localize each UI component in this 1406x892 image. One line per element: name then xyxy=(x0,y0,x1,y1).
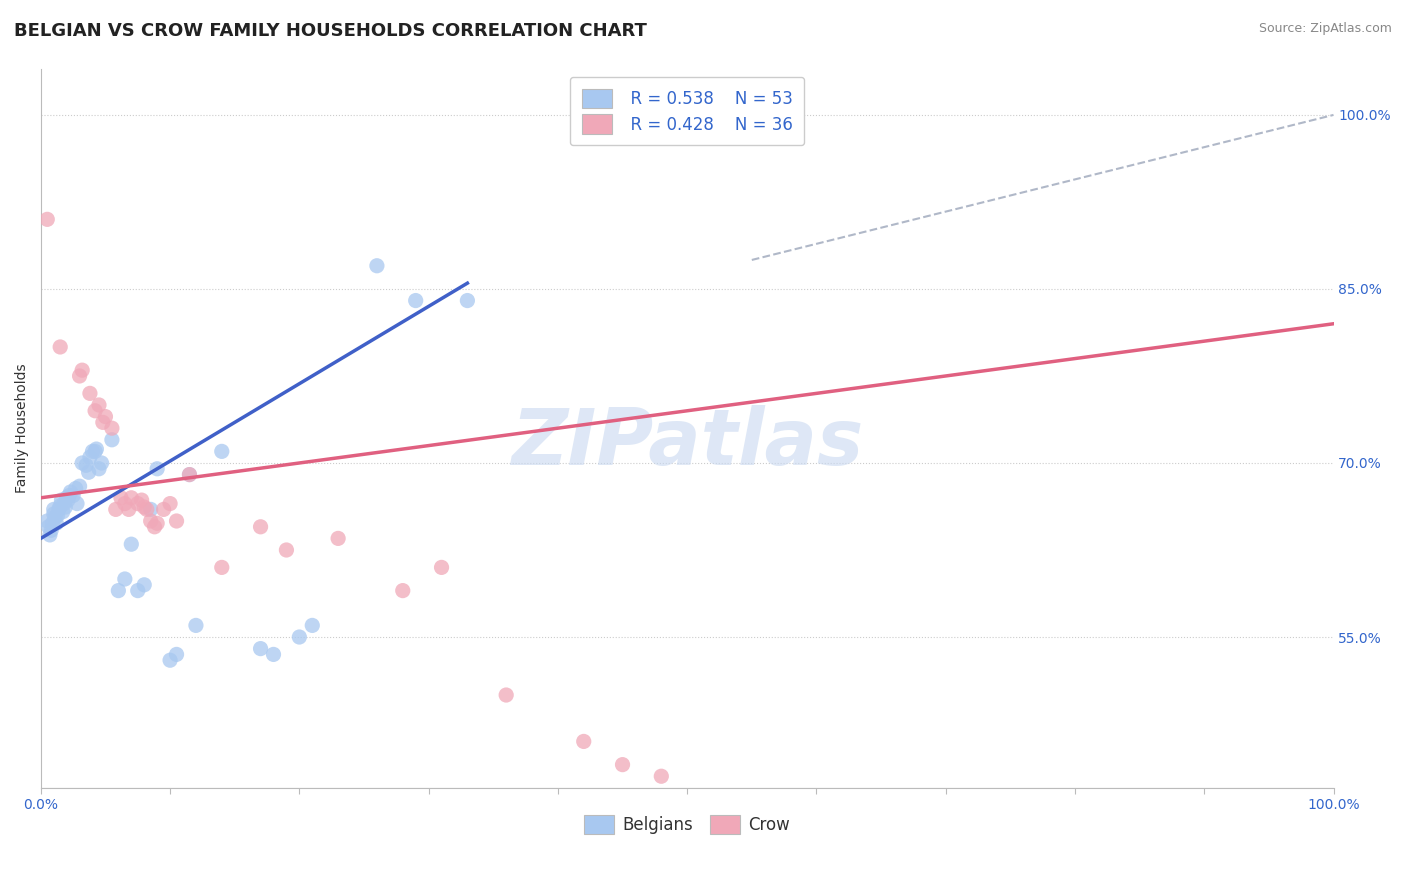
Point xyxy=(114,572,136,586)
Point xyxy=(42,507,65,521)
Point xyxy=(211,444,233,458)
Point xyxy=(118,502,141,516)
Point xyxy=(70,456,93,470)
Point xyxy=(110,491,132,505)
Point xyxy=(49,340,72,354)
Point xyxy=(143,520,166,534)
Point xyxy=(45,516,67,531)
Point xyxy=(120,491,142,505)
Text: ZIPatlas: ZIPatlas xyxy=(510,405,863,481)
Y-axis label: Family Households: Family Households xyxy=(15,363,30,493)
Point xyxy=(70,363,93,377)
Point xyxy=(86,442,108,456)
Point xyxy=(104,502,127,516)
Point xyxy=(66,497,89,511)
Point xyxy=(44,510,66,524)
Point xyxy=(134,578,156,592)
Point xyxy=(37,514,59,528)
Point xyxy=(114,497,136,511)
Point xyxy=(48,502,70,516)
Point xyxy=(51,493,73,508)
Point xyxy=(49,499,72,513)
Point xyxy=(135,502,157,516)
Point xyxy=(179,467,201,482)
Point xyxy=(79,386,101,401)
Point xyxy=(101,421,124,435)
Point xyxy=(211,560,233,574)
Point xyxy=(75,458,97,473)
Point xyxy=(84,404,107,418)
Point xyxy=(52,505,75,519)
Legend: Belgians, Crow: Belgians, Crow xyxy=(574,805,800,844)
Point xyxy=(366,259,388,273)
Point xyxy=(53,500,76,514)
Point xyxy=(263,648,285,662)
Point xyxy=(90,456,112,470)
Point xyxy=(39,523,62,537)
Point xyxy=(456,293,478,308)
Text: Source: ZipAtlas.com: Source: ZipAtlas.com xyxy=(1258,22,1392,36)
Point xyxy=(94,409,117,424)
Point xyxy=(55,491,77,505)
Point xyxy=(326,532,349,546)
Point xyxy=(405,293,427,308)
Point xyxy=(146,516,169,531)
Point xyxy=(38,520,60,534)
Point xyxy=(276,543,298,558)
Text: BELGIAN VS CROW FAMILY HOUSEHOLDS CORRELATION CHART: BELGIAN VS CROW FAMILY HOUSEHOLDS CORREL… xyxy=(14,22,647,40)
Point xyxy=(120,537,142,551)
Point xyxy=(127,583,149,598)
Point xyxy=(56,493,79,508)
Point xyxy=(107,583,129,598)
Point xyxy=(87,462,110,476)
Point xyxy=(612,757,634,772)
Point xyxy=(101,433,124,447)
Point xyxy=(41,516,63,531)
Point xyxy=(77,465,100,479)
Point xyxy=(301,618,323,632)
Point xyxy=(572,734,595,748)
Point xyxy=(62,488,84,502)
Point xyxy=(69,479,91,493)
Point xyxy=(131,493,153,508)
Point xyxy=(184,618,207,632)
Point xyxy=(139,514,162,528)
Point xyxy=(79,450,101,465)
Point xyxy=(430,560,453,574)
Point xyxy=(159,653,181,667)
Point xyxy=(146,462,169,476)
Point xyxy=(58,488,80,502)
Point xyxy=(87,398,110,412)
Point xyxy=(166,514,188,528)
Point xyxy=(38,528,60,542)
Point xyxy=(84,444,107,458)
Point xyxy=(159,497,181,511)
Point xyxy=(69,368,91,383)
Point xyxy=(127,497,149,511)
Point xyxy=(495,688,517,702)
Point xyxy=(249,641,271,656)
Point xyxy=(288,630,311,644)
Point xyxy=(650,769,672,783)
Point xyxy=(179,467,201,482)
Point xyxy=(59,485,82,500)
Point xyxy=(82,444,104,458)
Point xyxy=(65,482,87,496)
Point xyxy=(134,500,156,514)
Point xyxy=(166,648,188,662)
Point xyxy=(37,212,59,227)
Point xyxy=(139,502,162,516)
Point xyxy=(249,520,271,534)
Point xyxy=(152,502,174,516)
Point xyxy=(53,497,76,511)
Point xyxy=(391,583,413,598)
Point xyxy=(91,416,114,430)
Point xyxy=(46,508,69,523)
Point xyxy=(42,502,65,516)
